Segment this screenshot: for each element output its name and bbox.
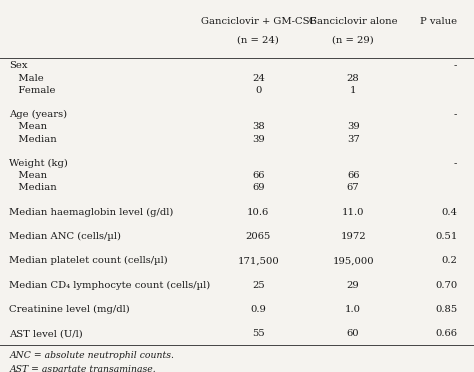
Text: 0.51: 0.51 <box>435 232 457 241</box>
Text: Median platelet count (cells/µl): Median platelet count (cells/µl) <box>9 256 168 266</box>
Text: 0.4: 0.4 <box>441 208 457 217</box>
Text: 29: 29 <box>347 281 359 290</box>
Text: 171,500: 171,500 <box>237 256 279 265</box>
Text: 38: 38 <box>252 122 264 131</box>
Text: 25: 25 <box>252 281 264 290</box>
Text: Mean: Mean <box>9 122 47 131</box>
Text: Median: Median <box>9 135 57 144</box>
Text: AST = aspartate transaminase.: AST = aspartate transaminase. <box>9 365 156 372</box>
Text: 11.0: 11.0 <box>342 208 365 217</box>
Text: 0.70: 0.70 <box>435 281 457 290</box>
Text: P value: P value <box>420 17 457 26</box>
Text: 0.66: 0.66 <box>436 330 457 339</box>
Text: 39: 39 <box>252 135 264 144</box>
Text: 39: 39 <box>347 122 359 131</box>
Text: Ganciclovir + GM-CSF: Ganciclovir + GM-CSF <box>201 17 316 26</box>
Text: 66: 66 <box>252 171 264 180</box>
Text: Sex: Sex <box>9 61 28 70</box>
Text: (n = 29): (n = 29) <box>332 35 374 44</box>
Text: Weight (kg): Weight (kg) <box>9 159 68 168</box>
Text: (n = 24): (n = 24) <box>237 35 279 44</box>
Text: 0: 0 <box>255 86 262 95</box>
Text: 69: 69 <box>252 183 264 192</box>
Text: Mean: Mean <box>9 171 47 180</box>
Text: 1.0: 1.0 <box>345 305 361 314</box>
Text: 24: 24 <box>252 74 265 83</box>
Text: Median CD₄ lymphocyte count (cells/µl): Median CD₄ lymphocyte count (cells/µl) <box>9 281 211 290</box>
Text: 195,000: 195,000 <box>332 256 374 265</box>
Text: AST level (U/l): AST level (U/l) <box>9 330 83 339</box>
Text: 2065: 2065 <box>246 232 271 241</box>
Text: Creatinine level (mg/dl): Creatinine level (mg/dl) <box>9 305 130 314</box>
Text: 60: 60 <box>347 330 359 339</box>
Text: 0.85: 0.85 <box>435 305 457 314</box>
Text: Age (years): Age (years) <box>9 110 68 119</box>
Text: 0.2: 0.2 <box>442 256 457 265</box>
Text: 67: 67 <box>347 183 359 192</box>
Text: Female: Female <box>9 86 56 95</box>
Text: -: - <box>454 159 457 168</box>
Text: Median: Median <box>9 183 57 192</box>
Text: 37: 37 <box>347 135 359 144</box>
Text: 10.6: 10.6 <box>247 208 269 217</box>
Text: Ganciclovir alone: Ganciclovir alone <box>309 17 397 26</box>
Text: 0.9: 0.9 <box>250 305 266 314</box>
Text: 55: 55 <box>252 330 264 339</box>
Text: Median haemaglobin level (g/dl): Median haemaglobin level (g/dl) <box>9 208 174 217</box>
Text: ANC = absolute neutrophil counts.: ANC = absolute neutrophil counts. <box>9 351 174 360</box>
Text: Median ANC (cells/µl): Median ANC (cells/µl) <box>9 232 121 241</box>
Text: 1972: 1972 <box>340 232 366 241</box>
Text: -: - <box>454 61 457 70</box>
Text: 28: 28 <box>347 74 359 83</box>
Text: 66: 66 <box>347 171 359 180</box>
Text: Male: Male <box>9 74 44 83</box>
Text: -: - <box>454 110 457 119</box>
Text: 1: 1 <box>350 86 356 95</box>
